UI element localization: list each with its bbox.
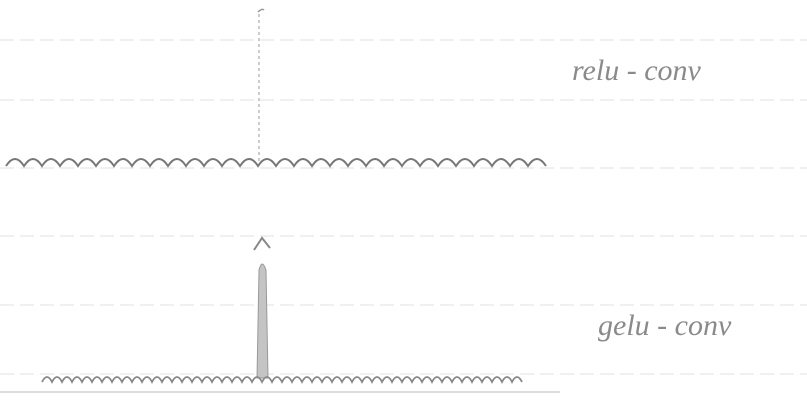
spike <box>257 264 268 378</box>
page: relu - conv gelu - conv (() => { const d… <box>0 0 807 407</box>
arrow-tip <box>258 9 264 12</box>
label: gelu - conv <box>598 309 732 342</box>
label: relu - conv <box>572 54 702 87</box>
wave <box>6 159 546 166</box>
sketch: relu - conv gelu - conv <box>0 0 807 407</box>
arrow-tip <box>254 238 270 250</box>
wave <box>42 377 522 382</box>
